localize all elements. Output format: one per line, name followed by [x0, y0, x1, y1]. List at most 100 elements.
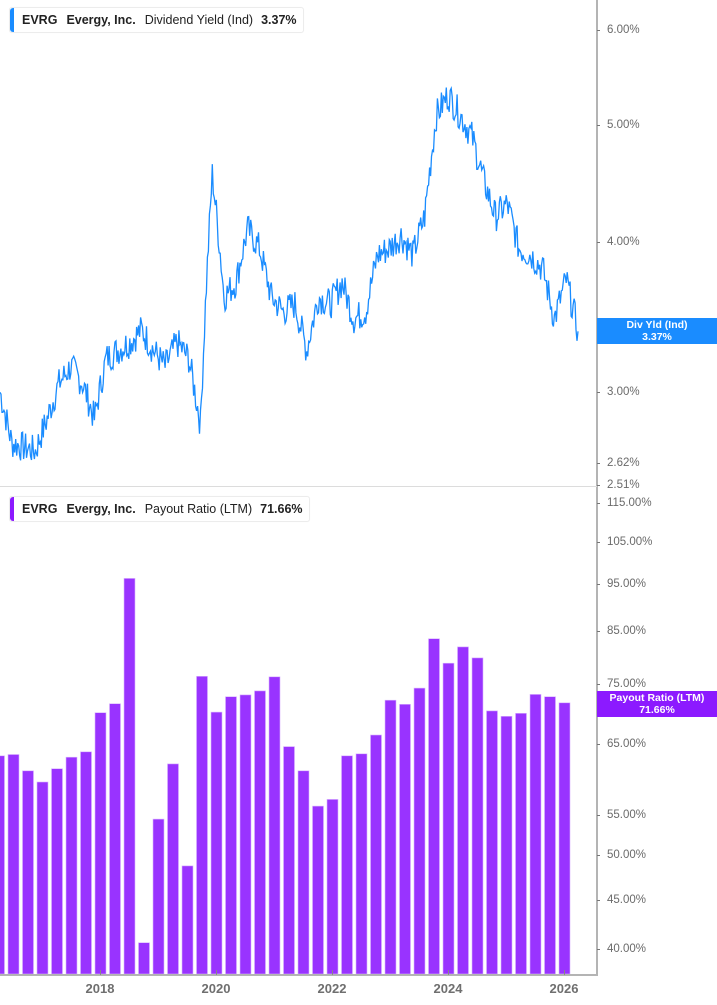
- payout-ratio-bar: [94, 712, 107, 975]
- y-tick-mark: [597, 744, 600, 745]
- payout-ratio-bar: [210, 711, 223, 975]
- payout-ratio-bar: [225, 696, 237, 975]
- payout-ratio-bar: [471, 657, 484, 975]
- y-tick-mark: [597, 392, 600, 393]
- y-axis-line: [596, 487, 598, 975]
- current-value-flag: Payout Ratio (LTM) 71.66%: [597, 691, 717, 717]
- payout-ratio-bar: [529, 694, 542, 975]
- y-tick-mark: [597, 684, 600, 685]
- payout-ratio-bar: [413, 687, 426, 975]
- panel-divider: [0, 486, 597, 487]
- y-tick-mark: [597, 503, 600, 504]
- payout-ratio-bar: [558, 702, 571, 975]
- legend-metric: Dividend Yield (Ind): [144, 13, 254, 27]
- dividend-yield-plot: [0, 85, 579, 461]
- payout-ratio-bar: [486, 710, 498, 975]
- y-tick-mark: [597, 463, 600, 464]
- y-tick-label: 55.00%: [607, 809, 647, 821]
- payout-ratio-bar: [22, 770, 34, 975]
- x-tick-label: 2026: [549, 981, 579, 996]
- y-axis-line: [596, 0, 598, 487]
- current-value-flag: Div Yld (Ind) 3.37%: [597, 318, 717, 344]
- x-tick-label: 2020: [201, 981, 231, 996]
- y-tick-label: 50.00%: [607, 849, 647, 861]
- x-tick-label: 2018: [85, 981, 115, 996]
- payout-ratio-bar: [268, 676, 281, 975]
- y-tick-mark: [597, 855, 600, 856]
- payout-ratio-bar: [384, 699, 397, 975]
- payout-ratio-bar: [109, 703, 121, 975]
- payout-ratio-bar: [312, 805, 324, 975]
- payout-ratio-bar: [500, 716, 513, 975]
- x-tick-label: 2022: [317, 981, 347, 996]
- y-tick-mark: [597, 30, 600, 31]
- y-tick-label: 40.00%: [607, 943, 647, 955]
- flag-label: Payout Ratio (LTM): [609, 692, 705, 704]
- y-tick-mark: [597, 485, 600, 486]
- legend-company: Evergy, Inc.: [66, 502, 136, 516]
- payout-ratio-bar: [123, 578, 136, 975]
- x-tick-mark: [564, 970, 565, 975]
- y-tick-label: 4.00%: [607, 236, 640, 248]
- x-tick-mark: [216, 970, 217, 975]
- payout-ratio-bar: [399, 704, 411, 975]
- legend-value: 3.37%: [261, 13, 297, 27]
- payout-ratio-bar: [138, 942, 150, 975]
- legend-color-swatch: [10, 8, 14, 32]
- payout-ratio-bar: [196, 676, 208, 975]
- y-tick-mark: [597, 900, 600, 901]
- payout-ratio-bar: [515, 713, 527, 975]
- flag-value: 71.66%: [639, 704, 675, 716]
- legend-value: 71.66%: [260, 502, 303, 516]
- y-tick-mark: [597, 125, 600, 126]
- y-tick-label: 3.00%: [607, 386, 640, 398]
- payout-ratio-bar: [297, 770, 310, 975]
- payout-ratio-bar: [36, 781, 49, 975]
- payout-ratio-bar: [544, 696, 556, 975]
- y-tick-mark: [597, 631, 600, 632]
- y-tick-mark: [597, 949, 600, 950]
- x-tick-label: 2024: [433, 981, 463, 996]
- y-tick-label: 6.00%: [607, 24, 640, 36]
- legend-color-swatch: [10, 497, 14, 521]
- y-tick-mark: [597, 242, 600, 243]
- payout-ratio-bar: [370, 734, 382, 975]
- payout-ratio-bar: [181, 865, 194, 975]
- legend-company: Evergy, Inc.: [66, 13, 136, 27]
- y-tick-label: 75.00%: [607, 678, 647, 690]
- y-tick-label: 5.00%: [607, 119, 640, 131]
- legend-metric: Payout Ratio (LTM): [144, 502, 253, 516]
- y-tick-label: 2.62%: [607, 457, 640, 469]
- payout-ratio-bar: [428, 638, 440, 975]
- payout-ratio-bar: [341, 755, 353, 975]
- y-tick-label: 65.00%: [607, 738, 647, 750]
- payout-ratio-legend: EVRG Evergy, Inc. Payout Ratio (LTM) 71.…: [9, 496, 310, 522]
- dividend-yield-line: [0, 85, 579, 461]
- payout-ratio-bar: [7, 754, 20, 975]
- x-axis-line: [0, 974, 598, 976]
- dividend-yield-chart: EVRG Evergy, Inc. Dividend Yield (Ind) 3…: [0, 0, 717, 491]
- payout-ratio-bar: [51, 768, 63, 975]
- legend-ticker: EVRG: [22, 502, 58, 516]
- payout-ratio-bar: [326, 799, 339, 975]
- payout-ratio-bar: [355, 753, 368, 975]
- y-tick-label: 95.00%: [607, 578, 647, 590]
- y-tick-label: 45.00%: [607, 894, 647, 906]
- payout-ratio-bar: [239, 694, 252, 975]
- y-tick-mark: [597, 815, 600, 816]
- flag-value: 3.37%: [642, 331, 672, 343]
- y-tick-label: 85.00%: [607, 625, 647, 637]
- y-tick-label: 115.00%: [607, 497, 652, 509]
- payout-ratio-bar: [167, 763, 179, 975]
- x-tick-mark: [448, 970, 449, 975]
- payout-ratio-bar: [457, 646, 469, 975]
- payout-ratio-bar: [80, 751, 92, 975]
- y-tick-label: 2.51%: [607, 479, 640, 491]
- payout-ratio-bar: [254, 690, 266, 975]
- flag-label: Div Yld (Ind): [626, 319, 688, 331]
- payout-ratio-bar: [152, 818, 165, 975]
- payout-ratio-chart: EVRG Evergy, Inc. Payout Ratio (LTM) 71.…: [0, 487, 717, 1005]
- payout-ratio-bar: [283, 746, 295, 975]
- y-tick-mark: [597, 584, 600, 585]
- dividend-yield-legend: EVRG Evergy, Inc. Dividend Yield (Ind) 3…: [9, 7, 304, 33]
